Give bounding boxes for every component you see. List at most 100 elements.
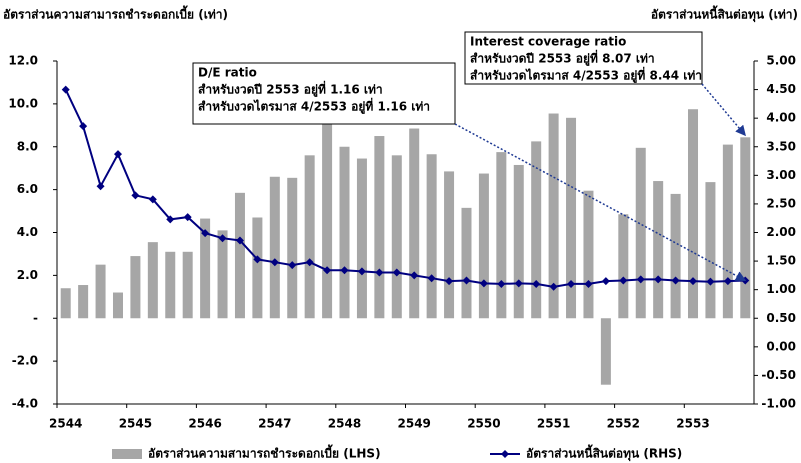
x-tick-label: 2544 bbox=[49, 417, 82, 431]
annotation-text: สำหรับงวดปี 2553 อยู่ที่ 1.16 เท่า bbox=[198, 81, 383, 98]
x-tick-label: 2549 bbox=[398, 417, 431, 431]
line-marker bbox=[514, 279, 523, 288]
bar bbox=[478, 173, 489, 319]
bar bbox=[653, 181, 664, 319]
y2-tick-label: 0.00 bbox=[766, 339, 796, 353]
bar bbox=[287, 177, 298, 319]
bar bbox=[566, 117, 577, 319]
bar bbox=[322, 121, 333, 319]
y2-tick-label: 3.00 bbox=[766, 168, 796, 182]
line-marker bbox=[131, 191, 140, 200]
line-marker bbox=[357, 267, 366, 276]
bar bbox=[252, 217, 263, 319]
annotation-text: สำหรับงวดปี 2553 อยู่ที่ 8.07 เท่า bbox=[470, 50, 655, 67]
line-marker bbox=[288, 261, 297, 270]
y2-tick-label: 5.00 bbox=[766, 54, 796, 68]
y2-tick-label: 2.00 bbox=[766, 225, 796, 239]
line-marker bbox=[671, 276, 680, 285]
annotation-text: D/E ratio bbox=[198, 66, 257, 80]
y-tick-label: 4.0 bbox=[17, 225, 38, 239]
bar bbox=[339, 146, 350, 319]
line-marker bbox=[654, 275, 663, 284]
bar bbox=[740, 137, 751, 319]
line-marker bbox=[706, 277, 715, 286]
bar bbox=[618, 214, 629, 319]
bar bbox=[269, 176, 280, 319]
y-tick-label: 2.0 bbox=[17, 268, 38, 282]
x-tick-label: 2551 bbox=[537, 417, 570, 431]
line-marker bbox=[532, 279, 541, 288]
bar bbox=[234, 192, 245, 319]
line-marker bbox=[235, 236, 244, 245]
annotation-text: สำหรับงวดไตรมาส 4/2553 อยู่ที่ 1.16 เท่า bbox=[198, 98, 430, 115]
bar bbox=[461, 207, 472, 319]
bar bbox=[705, 182, 716, 319]
y2-tick-label: 1.50 bbox=[766, 254, 796, 268]
line-marker bbox=[445, 277, 454, 286]
y-axis-title: อัตราส่วนความสามารถชำระดอกเบี้ย (เท่า) bbox=[3, 5, 228, 22]
line-marker bbox=[636, 275, 645, 284]
y-tick-label: 12.0 bbox=[8, 54, 38, 68]
line-marker bbox=[497, 279, 506, 288]
y2-tick-label: 4.00 bbox=[766, 111, 796, 125]
line-marker bbox=[479, 279, 488, 288]
x-tick-label: 2553 bbox=[676, 417, 709, 431]
bar bbox=[531, 141, 542, 319]
bar bbox=[60, 288, 71, 319]
y-tick-label: - bbox=[33, 311, 38, 325]
line-marker bbox=[61, 85, 70, 94]
line-marker bbox=[305, 258, 314, 267]
line-marker bbox=[375, 268, 384, 277]
y-tick-label: 8.0 bbox=[17, 139, 38, 153]
line-marker bbox=[392, 268, 401, 277]
bar bbox=[583, 190, 594, 319]
line-marker bbox=[201, 229, 210, 238]
legend-swatch bbox=[112, 449, 142, 459]
line-marker bbox=[462, 276, 471, 285]
annotation-arrow bbox=[454, 123, 747, 282]
y-tick-label: -4.0 bbox=[12, 397, 38, 411]
bar bbox=[426, 154, 437, 319]
bar bbox=[78, 285, 89, 319]
y-tick-label: 6.0 bbox=[17, 182, 38, 196]
bar bbox=[600, 318, 611, 385]
line-marker bbox=[584, 279, 593, 288]
line-marker bbox=[113, 150, 122, 159]
line-marker bbox=[567, 279, 576, 288]
annotation-text: สำหรับงวดไตรมาส 4/2553 อยู่ที่ 8.44 เท่า bbox=[470, 67, 702, 84]
line-marker bbox=[340, 266, 349, 275]
x-tick-label: 2548 bbox=[328, 417, 361, 431]
bar bbox=[374, 136, 385, 319]
line-marker bbox=[410, 271, 419, 280]
bar bbox=[217, 230, 228, 319]
line-marker bbox=[601, 277, 610, 286]
line-marker bbox=[79, 122, 88, 131]
y2-tick-label: -0.50 bbox=[761, 368, 796, 382]
x-tick-label: 2545 bbox=[119, 417, 152, 431]
bar bbox=[635, 147, 646, 319]
y2-tick-label: 2.50 bbox=[766, 196, 796, 210]
bar bbox=[548, 113, 559, 319]
line-marker bbox=[183, 213, 192, 222]
bar bbox=[496, 152, 507, 319]
y-tick-label: 10.0 bbox=[8, 96, 38, 110]
bar bbox=[722, 144, 733, 319]
annotation-box bbox=[464, 31, 703, 85]
x-tick-label: 2547 bbox=[258, 417, 291, 431]
line-marker bbox=[218, 234, 227, 243]
bar bbox=[95, 264, 106, 319]
bar bbox=[513, 164, 524, 319]
bar bbox=[112, 292, 123, 319]
legend-label: อัตราส่วนหนี้สินต่อทุน (RHS) bbox=[526, 444, 682, 462]
bar bbox=[182, 251, 193, 319]
x-tick-label: 2546 bbox=[188, 417, 221, 431]
line-marker bbox=[689, 277, 698, 286]
bar bbox=[444, 171, 455, 319]
y2-tick-label: 0.50 bbox=[766, 311, 796, 325]
line-marker bbox=[148, 195, 157, 204]
bar bbox=[391, 155, 402, 319]
annotation-text: Interest coverage ratio bbox=[470, 35, 626, 49]
y2-tick-label: 3.50 bbox=[766, 139, 796, 153]
bar bbox=[688, 109, 699, 319]
